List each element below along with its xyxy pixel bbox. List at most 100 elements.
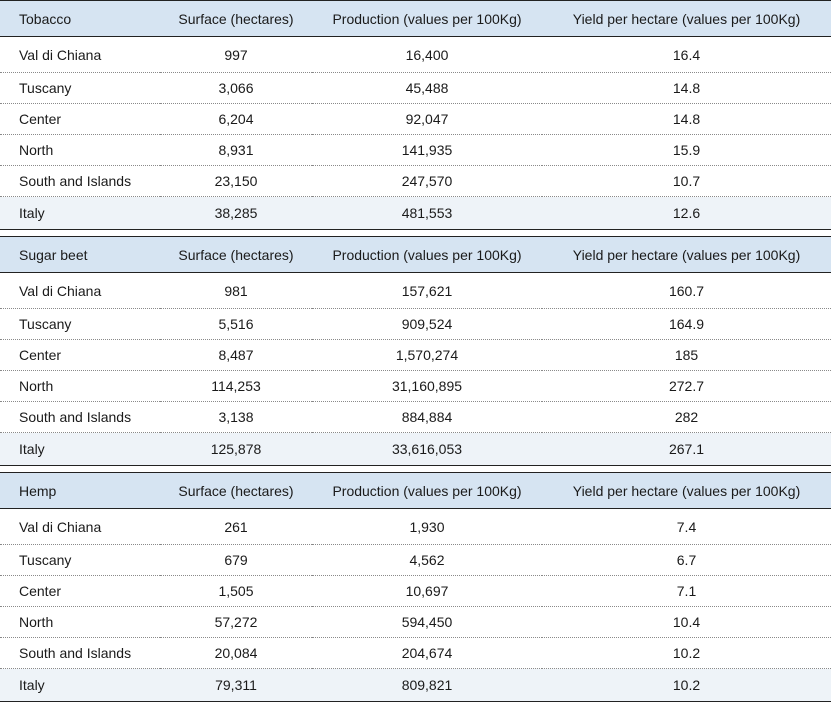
- yield-cell: 6.7: [542, 544, 831, 576]
- table-row: Val di Chiana 261 1,930 7.4: [0, 508, 831, 545]
- table-header-row: Tobacco Surface (hectares) Production (v…: [0, 0, 831, 37]
- region-cell: North: [0, 134, 160, 166]
- table-header-row: Hemp Surface (hectares) Production (valu…: [0, 472, 831, 509]
- table-total-row: Italy 38,285 481,553 12.6: [0, 196, 831, 230]
- region-cell: Tuscany: [0, 72, 160, 104]
- yield-cell: 160.7: [542, 272, 831, 309]
- surface-cell: 114,253: [160, 370, 312, 402]
- region-cell: Center: [0, 575, 160, 607]
- table-total-row: Italy 79,311 809,821 10.2: [0, 668, 831, 702]
- production-cell: 31,160,895: [312, 370, 542, 402]
- yield-cell: 267.1: [542, 432, 831, 466]
- table-header-row: Sugar beet Surface (hectares) Production…: [0, 236, 831, 273]
- yield-cell: 10.4: [542, 606, 831, 638]
- region-cell: North: [0, 606, 160, 638]
- yield-header: Yield per hectare (values per 100Kg): [542, 472, 831, 509]
- surface-cell: 1,505: [160, 575, 312, 607]
- table-row: North 57,272 594,450 10.4: [0, 606, 831, 638]
- region-cell: South and Islands: [0, 637, 160, 669]
- yield-cell: 7.4: [542, 508, 831, 545]
- surface-cell: 3,066: [160, 72, 312, 104]
- production-header: Production (values per 100Kg): [312, 0, 542, 37]
- surface-cell: 3,138: [160, 401, 312, 433]
- yield-cell: 15.9: [542, 134, 831, 166]
- table-total-row: Italy 125,878 33,616,053 267.1: [0, 432, 831, 466]
- region-cell: Val di Chiana: [0, 508, 160, 545]
- region-cell: Tuscany: [0, 308, 160, 340]
- table-row: Center 8,487 1,570,274 185: [0, 339, 831, 371]
- surface-cell: 20,084: [160, 637, 312, 669]
- production-cell: 16,400: [312, 36, 542, 73]
- surface-cell: 57,272: [160, 606, 312, 638]
- production-cell: 1,570,274: [312, 339, 542, 371]
- region-cell: Center: [0, 339, 160, 371]
- production-cell: 809,821: [312, 668, 542, 702]
- production-cell: 141,935: [312, 134, 542, 166]
- surface-cell: 8,931: [160, 134, 312, 166]
- region-cell: Val di Chiana: [0, 272, 160, 309]
- production-cell: 45,488: [312, 72, 542, 104]
- tobacco-section: Tobacco Surface (hectares) Production (v…: [0, 0, 831, 230]
- yield-cell: 164.9: [542, 308, 831, 340]
- region-cell: Italy: [0, 196, 160, 230]
- production-header: Production (values per 100Kg): [312, 236, 542, 273]
- yield-cell: 14.8: [542, 103, 831, 135]
- yield-cell: 10.2: [542, 668, 831, 702]
- table-row: Center 1,505 10,697 7.1: [0, 575, 831, 607]
- region-cell: South and Islands: [0, 165, 160, 197]
- surface-cell: 8,487: [160, 339, 312, 371]
- tobacco-table: Tobacco Surface (hectares) Production (v…: [0, 0, 831, 230]
- yield-header: Yield per hectare (values per 100Kg): [542, 0, 831, 37]
- yield-cell: 272.7: [542, 370, 831, 402]
- surface-header: Surface (hectares): [160, 236, 312, 273]
- region-cell: South and Islands: [0, 401, 160, 433]
- table-row: South and Islands 3,138 884,884 282: [0, 401, 831, 433]
- production-cell: 157,621: [312, 272, 542, 309]
- table-row: Tuscany 679 4,562 6.7: [0, 544, 831, 576]
- yield-cell: 7.1: [542, 575, 831, 607]
- table-row: North 8,931 141,935 15.9: [0, 134, 831, 166]
- region-cell: Italy: [0, 432, 160, 466]
- crop-name-header: Sugar beet: [0, 236, 160, 273]
- table-row: Val di Chiana 981 157,621 160.7: [0, 272, 831, 309]
- production-cell: 4,562: [312, 544, 542, 576]
- hemp-table: Hemp Surface (hectares) Production (valu…: [0, 472, 831, 702]
- surface-cell: 6,204: [160, 103, 312, 135]
- hemp-section: Hemp Surface (hectares) Production (valu…: [0, 472, 831, 702]
- production-cell: 204,674: [312, 637, 542, 669]
- production-cell: 33,616,053: [312, 432, 542, 466]
- surface-cell: 261: [160, 508, 312, 545]
- table-row: Tuscany 5,516 909,524 164.9: [0, 308, 831, 340]
- surface-cell: 79,311: [160, 668, 312, 702]
- production-cell: 10,697: [312, 575, 542, 607]
- region-cell: Italy: [0, 668, 160, 702]
- yield-header: Yield per hectare (values per 100Kg): [542, 236, 831, 273]
- region-cell: Val di Chiana: [0, 36, 160, 73]
- yield-cell: 14.8: [542, 72, 831, 104]
- table-row: Val di Chiana 997 16,400 16.4: [0, 36, 831, 73]
- production-header: Production (values per 100Kg): [312, 472, 542, 509]
- production-cell: 92,047: [312, 103, 542, 135]
- surface-cell: 679: [160, 544, 312, 576]
- surface-header: Surface (hectares): [160, 0, 312, 37]
- production-cell: 884,884: [312, 401, 542, 433]
- surface-cell: 981: [160, 272, 312, 309]
- production-cell: 909,524: [312, 308, 542, 340]
- production-cell: 594,450: [312, 606, 542, 638]
- table-row: North 114,253 31,160,895 272.7: [0, 370, 831, 402]
- table-row: South and Islands 23,150 247,570 10.7: [0, 165, 831, 197]
- table-row: Tuscany 3,066 45,488 14.8: [0, 72, 831, 104]
- surface-cell: 125,878: [160, 432, 312, 466]
- sugar-beet-table: Sugar beet Surface (hectares) Production…: [0, 236, 831, 466]
- production-cell: 481,553: [312, 196, 542, 230]
- yield-cell: 185: [542, 339, 831, 371]
- yield-cell: 10.2: [542, 637, 831, 669]
- crop-name-header: Hemp: [0, 472, 160, 509]
- region-cell: Center: [0, 103, 160, 135]
- production-cell: 1,930: [312, 508, 542, 545]
- surface-cell: 997: [160, 36, 312, 73]
- yield-cell: 16.4: [542, 36, 831, 73]
- yield-cell: 12.6: [542, 196, 831, 230]
- surface-cell: 5,516: [160, 308, 312, 340]
